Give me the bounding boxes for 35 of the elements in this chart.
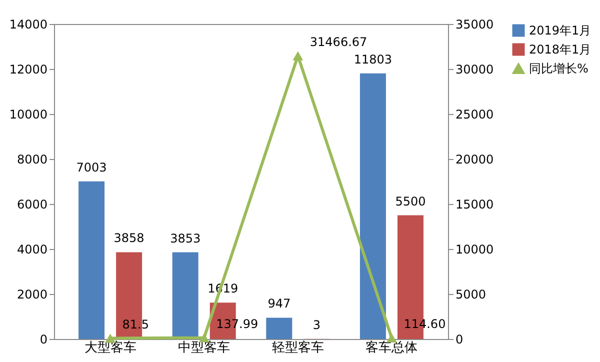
y-tick-label: 10000	[9, 108, 48, 122]
bar	[78, 181, 105, 339]
y2-tick-label: 20000	[456, 152, 494, 166]
legend-label: 2019年1月	[529, 24, 592, 38]
y2-tick-label: 10000	[456, 242, 494, 256]
y2-tick-label: 5000	[456, 288, 486, 302]
x-tick-label: 客车总体	[366, 340, 418, 356]
y2-tick-label: 25000	[456, 108, 494, 122]
y-tick-label: 8000	[16, 152, 48, 166]
y2-tick-label: 30000	[456, 62, 494, 76]
data-label: 947	[268, 296, 291, 311]
data-label: 5500	[395, 194, 426, 208]
legend-label: 2018年1月	[529, 42, 592, 56]
data-label: 31466.67	[310, 34, 368, 49]
x-tick-label: 大型客车	[84, 340, 136, 356]
bar	[266, 318, 292, 339]
data-label: 3	[312, 318, 320, 332]
y-tick-label: 0	[40, 332, 48, 346]
x-tick-label: 轻型客车	[272, 340, 324, 356]
y-tick-label: 4000	[16, 242, 48, 256]
point	[292, 51, 304, 60]
x-tick-label: 中型客车	[178, 340, 230, 356]
data-label: 7003	[76, 160, 107, 174]
y-tick-label: 14000	[9, 18, 48, 32]
y-tick-label: 2000	[16, 288, 48, 302]
data-label: 11803	[354, 52, 392, 66]
y2-tick-label: 35000	[456, 18, 494, 32]
y2-tick-label: 0	[456, 332, 464, 346]
y-tick-label: 6000	[16, 198, 48, 212]
data-label: 3853	[170, 231, 201, 246]
y-tick-label: 12000	[9, 62, 48, 76]
y2-tick-label: 15000	[456, 198, 494, 212]
data-label: 3858	[114, 231, 144, 246]
legend-label: 同比增长%	[529, 62, 588, 76]
bar	[360, 73, 386, 339]
